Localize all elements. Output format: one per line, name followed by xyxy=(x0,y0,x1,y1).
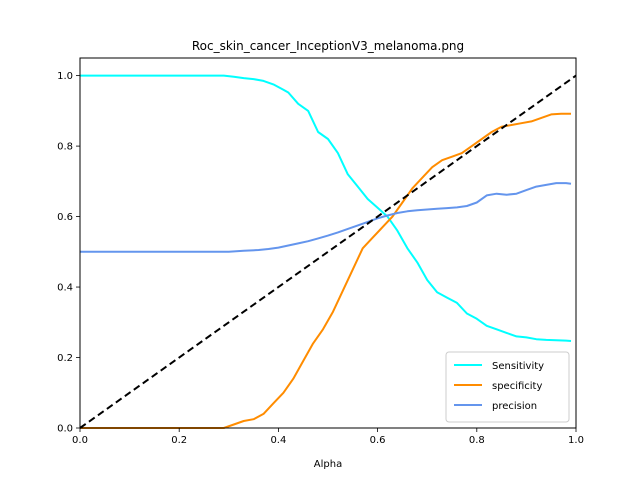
y-axis: 0.0 0.2 0.4 0.6 0.8 1.0 xyxy=(57,71,80,435)
legend-label-specificity: specificity xyxy=(492,381,542,392)
y-tick-label: 0.8 xyxy=(57,142,73,153)
x-tick-label: 0.0 xyxy=(72,435,88,446)
series-line-precision xyxy=(80,182,572,253)
x-tick-label: 0.8 xyxy=(469,435,485,446)
x-tick-label: 0.4 xyxy=(270,435,286,446)
y-tick-label: 1.0 xyxy=(57,71,73,82)
legend-label-precision: precision xyxy=(492,401,537,412)
legend-label-sensitivity: Sensitivity xyxy=(492,361,544,372)
plot-frame xyxy=(79,57,577,429)
x-tick-label: 0.6 xyxy=(370,435,386,446)
y-tick-label: 0.2 xyxy=(57,353,73,364)
x-tick-label: 0.2 xyxy=(171,435,187,446)
legend: Sensitivity specificity precision xyxy=(445,351,570,423)
series-line-sensitivity xyxy=(80,74,572,342)
x-axis-label: Alpha xyxy=(314,459,342,470)
x-axis: 0.0 0.2 0.4 0.6 0.8 1.0 xyxy=(72,428,584,446)
diagonal-reference-line xyxy=(79,74,577,429)
series-layer xyxy=(79,74,577,429)
y-tick-label: 0.0 xyxy=(57,424,73,435)
y-tick-label: 0.6 xyxy=(57,212,73,223)
chart-title: Roc_skin_cancer_InceptionV3_melanoma.png xyxy=(192,39,464,53)
x-tick-label: 1.0 xyxy=(568,435,584,446)
y-tick-label: 0.4 xyxy=(57,283,73,294)
